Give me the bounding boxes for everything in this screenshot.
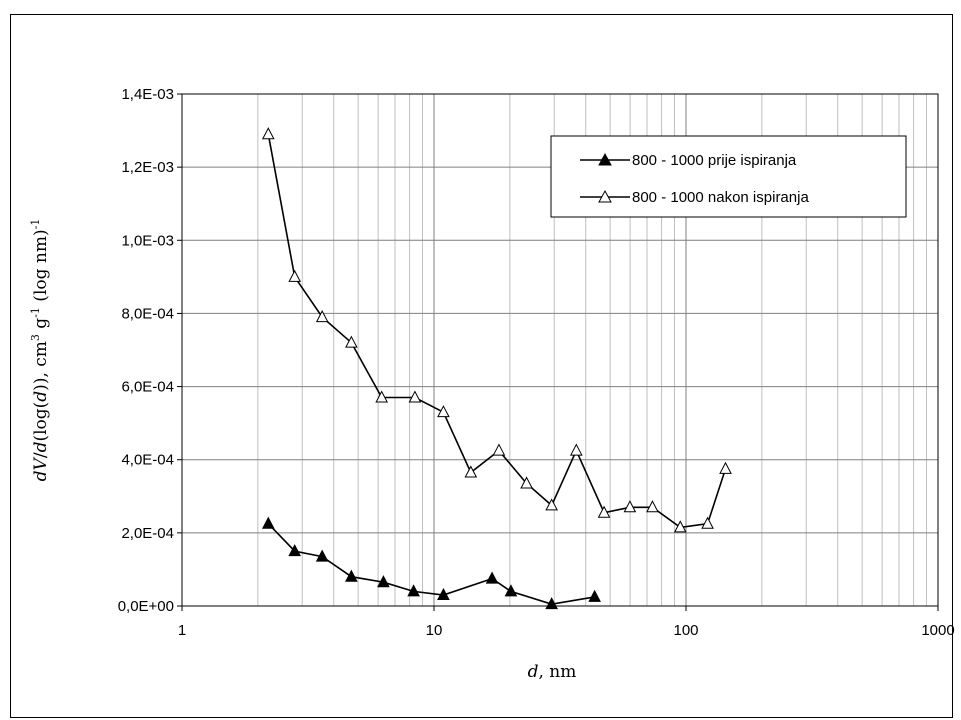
data-point-0 <box>545 597 558 610</box>
data-point-1 <box>623 500 637 513</box>
chart-frame <box>10 14 953 718</box>
data-point-0 <box>504 584 518 597</box>
legend: 800 - 1000 prije ispiranja 800 - 1000 na… <box>550 135 907 218</box>
data-point-0 <box>437 587 450 601</box>
series-layer <box>261 127 732 610</box>
data-point-1 <box>288 269 302 282</box>
x-tick-label: 1 <box>178 622 186 639</box>
legend-label-prije: 800 - 1000 prije ispiranja <box>632 152 797 169</box>
data-point-1 <box>545 498 558 511</box>
legend-marker-prije <box>598 152 612 166</box>
legend-marker-nakon <box>598 189 612 203</box>
data-point-1 <box>464 465 478 478</box>
data-point-0 <box>485 571 499 584</box>
data-point-1 <box>520 476 533 489</box>
data-point-0 <box>377 575 390 588</box>
y-tick-label: 2,0E-04 <box>121 525 174 542</box>
data-point-0 <box>588 589 601 602</box>
y-tick-label: 6,0E-04 <box>121 379 174 396</box>
y-tick-label: 1,0E-03 <box>121 232 174 249</box>
y-tick-label: 4,0E-04 <box>121 452 174 469</box>
legend-label-nakon: 800 - 1000 nakon ispiranja <box>632 189 809 206</box>
x-tick-label: 10 <box>426 622 443 639</box>
data-point-1 <box>437 405 450 418</box>
data-point-0 <box>261 516 275 529</box>
y-tick-label: 1,4E-03 <box>121 86 174 103</box>
data-point-1 <box>673 520 687 533</box>
data-point-0 <box>407 584 420 597</box>
data-point-1 <box>261 127 275 140</box>
y-tick-label: 1,2E-03 <box>121 159 174 176</box>
data-point-0 <box>345 569 358 582</box>
data-point-1 <box>701 516 714 529</box>
data-point-1 <box>569 443 583 456</box>
data-point-1 <box>375 390 389 403</box>
plot-area <box>181 93 939 607</box>
y-tick-label: 8,0E-04 <box>121 305 174 322</box>
data-point-1 <box>492 443 506 456</box>
data-point-0 <box>288 544 302 557</box>
data-point-1 <box>315 310 329 323</box>
data-point-1 <box>408 390 422 403</box>
x-tick-label: 1000 <box>921 622 954 639</box>
data-point-1 <box>597 505 611 518</box>
data-point-1 <box>345 335 358 348</box>
y-axis-title: dV/d(log(d)), cm3 g-1 (log nm)-1 <box>29 219 51 482</box>
data-point-0 <box>315 549 329 562</box>
x-tick-label: 100 <box>673 622 698 639</box>
x-axis-title: d, nm <box>528 662 577 682</box>
data-point-1 <box>646 500 659 513</box>
legend-box <box>550 135 907 218</box>
data-point-1 <box>719 461 732 474</box>
axis-ticks: 0,0E+00 2,0E-04 4,0E-04 6,0E-04 8,0E-04 1,0E-… <box>118 86 955 639</box>
y-tick-label: 0,0E+00 <box>118 598 174 615</box>
series-line-0 <box>267 523 595 606</box>
